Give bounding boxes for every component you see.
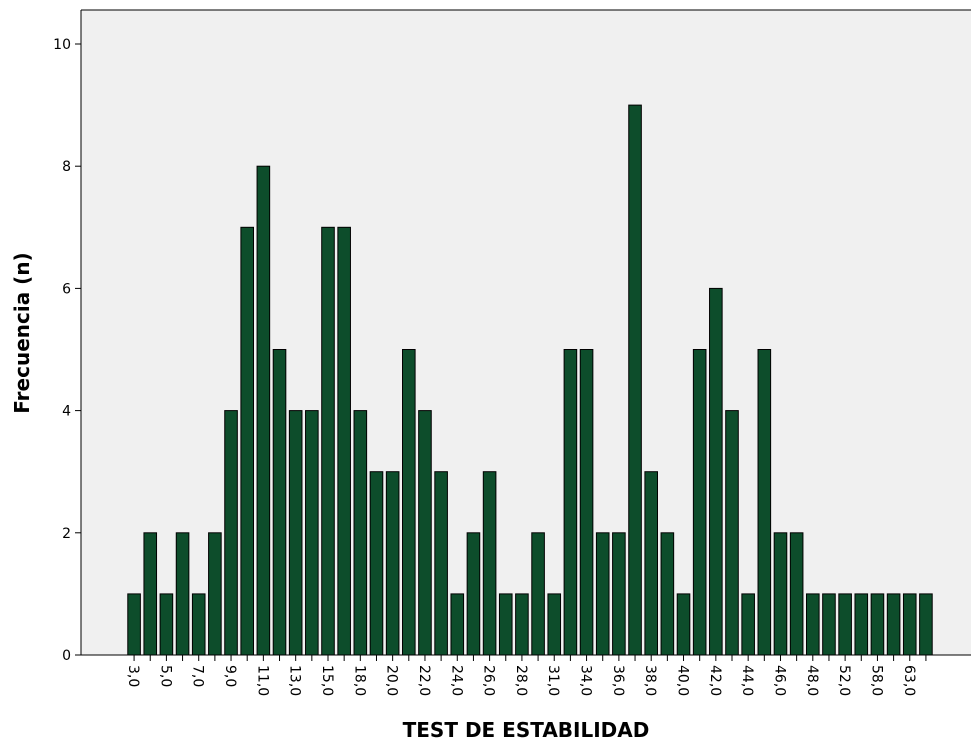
bar bbox=[644, 471, 659, 656]
y-tick-label: 2 bbox=[62, 526, 71, 542]
bar bbox=[902, 593, 917, 656]
bar bbox=[854, 593, 869, 656]
x-tick-label: 9,0 bbox=[222, 665, 238, 687]
bar bbox=[757, 349, 772, 656]
bar bbox=[628, 104, 642, 656]
bar bbox=[822, 593, 836, 656]
x-tick-label: 5,0 bbox=[157, 665, 173, 687]
x-tick-label: 28,0 bbox=[513, 665, 529, 696]
bar bbox=[692, 349, 707, 656]
y-tick-label: 0 bbox=[62, 648, 71, 664]
bar bbox=[676, 593, 691, 656]
bar bbox=[466, 532, 481, 656]
x-tick-label: 63,0 bbox=[901, 665, 917, 696]
bar bbox=[402, 349, 416, 656]
bar bbox=[531, 532, 545, 656]
x-tick-label: 40,0 bbox=[675, 665, 691, 696]
x-tick-label: 22,0 bbox=[416, 665, 432, 696]
bar bbox=[256, 165, 271, 656]
bar bbox=[175, 532, 190, 656]
x-tick-label: 11,0 bbox=[254, 665, 270, 696]
bar bbox=[385, 471, 400, 656]
bar bbox=[919, 593, 933, 656]
bar bbox=[579, 349, 594, 656]
x-tick-label: 3,0 bbox=[125, 665, 141, 687]
x-tick-label: 18,0 bbox=[351, 665, 367, 696]
x-tick-label: 36,0 bbox=[610, 665, 626, 696]
bar bbox=[337, 226, 351, 656]
bar bbox=[434, 471, 448, 656]
bar bbox=[773, 532, 788, 656]
x-ticks-group: 3,0 5,0 7,0 9,0 11,0 13,0 15,0 18,0 20,0 22,0 24,0… bbox=[125, 655, 927, 696]
x-tick-label: 42,0 bbox=[707, 665, 723, 696]
x-tick-label: 24,0 bbox=[448, 665, 464, 696]
bar bbox=[595, 532, 610, 656]
bar bbox=[482, 471, 497, 656]
bar bbox=[353, 410, 368, 656]
x-axis-title: TEST DE ESTABILIDAD bbox=[403, 718, 650, 742]
y-axis-title: Frecuencia (n) bbox=[10, 252, 34, 413]
x-tick-label: 20,0 bbox=[384, 665, 400, 696]
bar bbox=[143, 532, 158, 656]
x-tick-label: 52,0 bbox=[836, 665, 852, 696]
x-tick-label: 26,0 bbox=[481, 665, 497, 696]
bar bbox=[369, 471, 384, 656]
bar bbox=[870, 593, 885, 656]
bar bbox=[886, 593, 901, 656]
bar bbox=[806, 593, 820, 656]
bar bbox=[224, 410, 238, 656]
x-tick-label: 31,0 bbox=[545, 665, 561, 696]
x-tick-label: 7,0 bbox=[190, 665, 206, 687]
y-tick-label: 10 bbox=[53, 37, 71, 53]
bar bbox=[208, 532, 222, 656]
bar bbox=[741, 593, 755, 656]
x-tick-label: 46,0 bbox=[771, 665, 787, 696]
bar bbox=[547, 593, 562, 656]
x-tick-label: 38,0 bbox=[642, 665, 658, 696]
bar bbox=[563, 349, 578, 656]
bar bbox=[498, 593, 513, 656]
bar bbox=[515, 593, 529, 656]
bar bbox=[709, 287, 723, 656]
bar bbox=[240, 226, 254, 656]
bar bbox=[612, 532, 626, 656]
bar bbox=[305, 410, 319, 656]
x-tick-label: 15,0 bbox=[319, 665, 335, 696]
bar bbox=[321, 226, 335, 656]
x-tick-label: 48,0 bbox=[804, 665, 820, 696]
x-tick-label: 58,0 bbox=[868, 665, 884, 696]
bar bbox=[789, 532, 804, 656]
bar bbox=[725, 410, 739, 656]
bar bbox=[838, 593, 852, 656]
x-tick-label: 44,0 bbox=[739, 665, 755, 696]
bar bbox=[418, 410, 432, 656]
x-tick-label: 13,0 bbox=[287, 665, 303, 696]
bar bbox=[288, 410, 303, 656]
bar bbox=[450, 593, 465, 656]
bar bbox=[272, 349, 287, 656]
y-ticks-group: 0 2 4 6 8 10 bbox=[53, 37, 81, 664]
bar bbox=[660, 532, 675, 656]
x-tick-label: 34,0 bbox=[578, 665, 594, 696]
y-tick-label: 6 bbox=[62, 281, 71, 297]
y-tick-label: 4 bbox=[62, 404, 71, 420]
bar bbox=[159, 593, 174, 656]
y-tick-label: 8 bbox=[62, 159, 71, 175]
bar bbox=[191, 593, 206, 656]
bar bbox=[127, 593, 141, 656]
